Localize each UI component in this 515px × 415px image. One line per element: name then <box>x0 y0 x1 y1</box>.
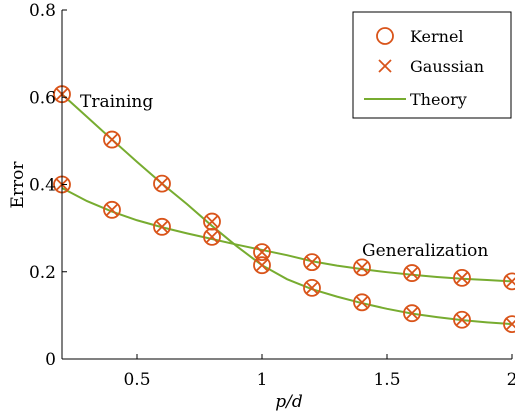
ticks-layer <box>62 9 513 360</box>
legend-gaussian-label: Gaussian <box>410 57 484 76</box>
gaussian-point-training <box>155 177 169 191</box>
gaussian-point-generalization <box>455 271 469 285</box>
gaussian-point-generalization <box>305 255 319 269</box>
annotation-generalization: Generalization <box>362 241 488 261</box>
kernel-point-training <box>303 278 321 297</box>
legend-theory-label: Theory <box>410 90 467 109</box>
kernel-point-generalization <box>503 272 515 291</box>
legend-kernel-marker <box>376 27 394 45</box>
gaussian-point-generalization <box>255 245 269 259</box>
y-tick-label: 0.6 <box>29 88 56 108</box>
x-tick-label: 0.5 <box>123 370 150 390</box>
gaussian-point-generalization <box>155 220 169 234</box>
y-axis-label: Error <box>8 161 28 209</box>
gaussian-point-training <box>455 313 469 327</box>
kernel-point-training <box>153 174 171 193</box>
legend: Kernel Gaussian Theory <box>352 11 512 119</box>
gaussian-point-training <box>255 258 269 272</box>
gaussian-point-generalization <box>405 266 419 280</box>
y-tick-label: 0.2 <box>29 263 56 283</box>
x-tick-label: 2 <box>507 370 515 390</box>
legend-gaussian-marker <box>378 59 392 73</box>
theory-line-generalization <box>61 187 513 283</box>
kernel-point-generalization <box>303 253 321 272</box>
kernel-point-training <box>353 293 371 312</box>
kernel-point-training <box>453 310 471 329</box>
kernel-point-generalization <box>103 200 121 219</box>
kernel-point-training <box>503 315 515 333</box>
gaussian-point-training <box>305 281 319 295</box>
labels-layer: 0.5 1 1.5 2 0 0.2 0.4 0.6 0.8 <box>29 1 515 390</box>
kernel-point-generalization <box>153 217 171 236</box>
y-tick-label: 0.4 <box>29 176 56 196</box>
legend-kernel-label: Kernel <box>410 27 464 46</box>
annotation-training: Training <box>80 92 153 112</box>
kernel-point-generalization <box>203 227 221 246</box>
kernel-point-generalization <box>353 258 371 277</box>
theory-line-training <box>61 93 513 326</box>
kernel-point-training <box>103 130 121 149</box>
marker-layer <box>53 85 515 333</box>
gaussian-point-training <box>405 306 419 320</box>
gaussian-point-training <box>205 215 219 229</box>
x-tick-label: 1 <box>257 370 268 390</box>
y-tick-label: 0 <box>45 350 56 370</box>
gaussian-point-generalization <box>205 230 219 244</box>
y-tick-label: 0.8 <box>29 1 56 21</box>
kernel-point-generalization <box>453 268 471 287</box>
gaussian-point-generalization <box>505 274 515 288</box>
kernel-point-generalization <box>403 264 421 282</box>
gaussian-point-training <box>105 133 119 147</box>
gaussian-point-training <box>505 317 515 331</box>
x-tick-label: 1.5 <box>373 370 400 390</box>
kernel-point-generalization <box>253 243 271 262</box>
x-axis-label: p/d <box>275 392 303 412</box>
gaussian-point-generalization <box>105 203 119 217</box>
theory-layer <box>61 93 513 326</box>
gaussian-point-generalization <box>355 260 369 274</box>
gaussian-point-training <box>355 295 369 309</box>
kernel-point-training <box>253 256 271 275</box>
kernel-point-training <box>403 304 421 323</box>
